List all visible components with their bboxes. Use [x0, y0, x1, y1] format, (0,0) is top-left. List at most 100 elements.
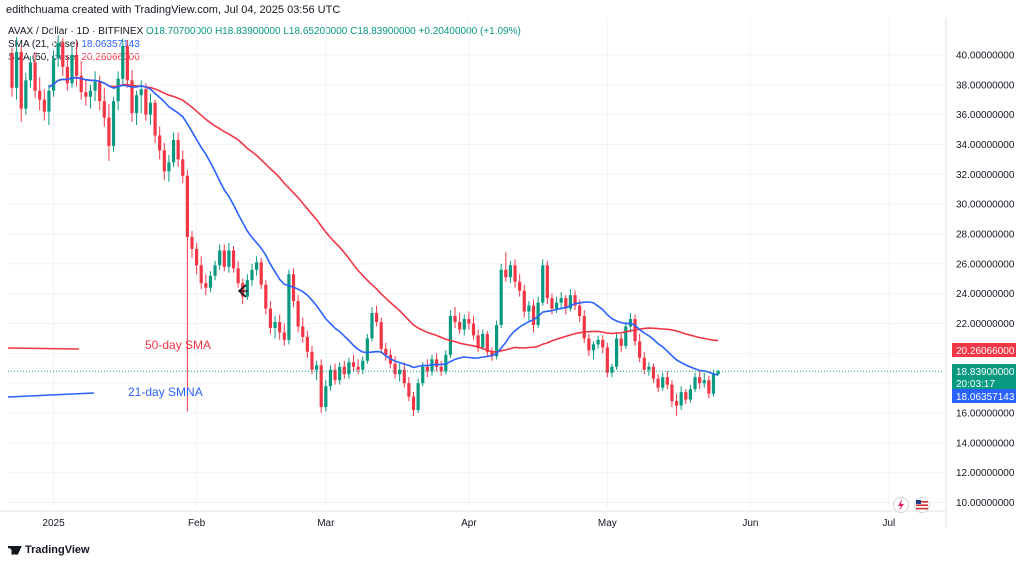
candle-body — [287, 274, 291, 340]
time-axis[interactable]: 2025 Feb Mar Apr May Jun Jul — [0, 510, 946, 528]
legend: AVAX / Dollar · 1D · BITFINEX O18.707000… — [8, 25, 521, 64]
candle-body — [711, 374, 716, 394]
candle-body — [434, 359, 439, 367]
candle-body — [47, 90, 51, 112]
candle-body — [702, 380, 706, 384]
candle-body — [494, 324, 499, 357]
candle-body — [716, 371, 720, 375]
candle-body — [490, 351, 494, 357]
candle-body — [508, 265, 513, 278]
legend-sma21-row[interactable]: SMA (21, close) 18.06357143 — [8, 38, 521, 51]
candle-body — [28, 62, 33, 81]
candle-body — [158, 135, 162, 151]
candle-body — [467, 319, 471, 324]
sma21-annotation-text: 21-day SMNA — [128, 385, 203, 399]
candle-body — [707, 380, 711, 394]
candle-body — [218, 250, 222, 266]
candle-body — [333, 369, 337, 381]
x-tick-label: 2025 — [42, 518, 65, 528]
candle-body — [278, 322, 282, 333]
candle-body — [513, 265, 517, 282]
candle-body — [398, 369, 402, 375]
candle-body — [38, 90, 42, 100]
candle-body — [328, 369, 333, 387]
legend-sma50-value: 20.26066000 — [81, 52, 140, 63]
tradingview-logo-icon — [8, 545, 22, 555]
candle-body — [444, 354, 448, 372]
candle-body — [282, 332, 286, 340]
candle-body — [259, 262, 263, 285]
candle-body — [148, 102, 153, 115]
candle-body — [135, 95, 139, 114]
legend-sma50-row[interactable]: SMA (50, close) 20.26066000 — [8, 51, 521, 64]
x-tick-label: Mar — [317, 518, 335, 528]
candle-body — [458, 322, 462, 330]
y-tick-label: 24.00000000 — [956, 289, 1015, 300]
candle-body — [347, 362, 351, 375]
candle-body — [485, 333, 489, 352]
candle-body — [153, 102, 157, 136]
candle-body — [227, 250, 231, 267]
candle-body — [596, 339, 600, 345]
candle-body — [204, 283, 208, 288]
price-chart[interactable]: 50-day SMA 21-day SMNA 10.00000000 12.000… — [0, 18, 1024, 528]
y-tick-label: 36.00000000 — [956, 110, 1015, 121]
price-tags: 20.26066000 18.83900000 20:03:17 18.0635… — [952, 343, 1016, 403]
legend-low: L18.65200000 — [283, 26, 348, 37]
candle-body — [111, 101, 116, 146]
legend-symbol[interactable]: AVAX / Dollar · 1D · BITFINEX — [8, 26, 144, 37]
candle-body — [65, 66, 69, 84]
candle-body — [199, 265, 203, 284]
candle-body — [379, 322, 383, 349]
candle-body — [522, 290, 526, 312]
candle-body — [559, 298, 563, 303]
candle-body — [361, 360, 365, 370]
lightning-icon[interactable] — [893, 497, 909, 513]
tradingview-footer[interactable]: TradingView — [8, 544, 90, 556]
author-line: edithchuama created with TradingView.com… — [6, 4, 341, 16]
candle-body — [70, 54, 74, 84]
candle-body — [499, 269, 503, 325]
candle-body — [518, 281, 522, 291]
candle-body — [139, 89, 143, 96]
candle-body — [42, 99, 46, 112]
candle-body — [698, 377, 702, 384]
price-axis[interactable]: 10.00000000 12.00000000 14.00000000 16.0000… — [945, 18, 1015, 528]
sma50-annotation: 50-day SMA — [7, 338, 211, 352]
sma21-line — [48, 76, 719, 376]
sma21-tag: 18.06357143 — [956, 392, 1015, 403]
candle-body — [568, 295, 573, 309]
candle-body — [605, 347, 609, 373]
arrow-cursor-icon — [237, 284, 248, 298]
candle-body — [176, 139, 180, 160]
candle-body — [181, 159, 185, 176]
y-tick-label: 28.00000000 — [956, 229, 1015, 240]
candle-body — [245, 280, 249, 297]
candle-body — [264, 284, 268, 309]
candle-body — [310, 351, 314, 370]
y-tick-label: 40.00000000 — [956, 50, 1015, 61]
candle-body — [439, 366, 443, 372]
candle-body — [591, 344, 596, 351]
candle-body — [545, 265, 549, 299]
candle-body — [421, 366, 425, 384]
candle-body — [268, 308, 273, 328]
candle-body — [481, 333, 485, 348]
y-tick-label: 32.00000000 — [956, 170, 1015, 181]
legend-open: O18.70700000 — [146, 26, 213, 37]
candle-body — [582, 316, 586, 339]
candle-body — [84, 92, 88, 97]
us-flag-icon[interactable] — [914, 497, 930, 513]
candle-body — [448, 316, 453, 355]
candle-body — [33, 62, 37, 91]
x-tick-label: Jun — [742, 518, 758, 528]
candle-body — [167, 162, 171, 172]
x-tick-label: Feb — [188, 518, 206, 528]
candle-body — [471, 323, 476, 336]
candle-body — [550, 298, 554, 309]
x-tick-label: Apr — [461, 518, 477, 528]
y-tick-label: 30.00000000 — [956, 200, 1015, 211]
candle-body — [504, 269, 508, 278]
candle-body — [93, 81, 97, 91]
candle-body — [370, 313, 374, 339]
